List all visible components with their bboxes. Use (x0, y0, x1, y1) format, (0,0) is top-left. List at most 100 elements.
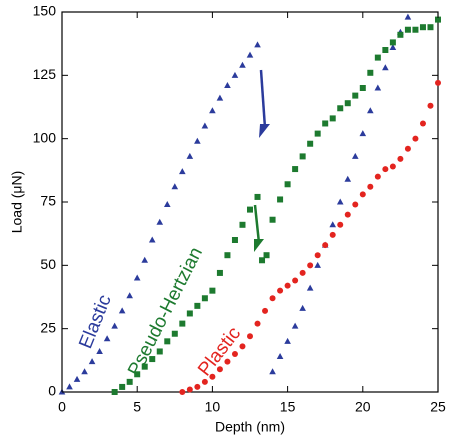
point (209, 373, 216, 380)
point (382, 64, 389, 71)
point (299, 269, 306, 276)
point (276, 353, 284, 360)
point (277, 196, 284, 203)
point (224, 252, 231, 259)
arrow (253, 204, 261, 244)
arrow-head (259, 124, 270, 138)
point (103, 335, 111, 342)
point (247, 333, 253, 340)
point (374, 173, 381, 180)
point (351, 152, 359, 159)
point (389, 163, 396, 170)
point (314, 261, 321, 268)
point (292, 277, 299, 284)
series-label: Elastic (75, 292, 115, 352)
y-tick-label: 50 (40, 256, 56, 272)
y-tick-label: 150 (33, 3, 57, 19)
point (186, 386, 193, 393)
point (322, 120, 329, 127)
point (389, 43, 397, 50)
point (277, 287, 284, 294)
point (133, 274, 141, 281)
point (374, 84, 382, 91)
point (254, 193, 261, 200)
x-axis-label: Depth (nm) (215, 419, 285, 435)
point (239, 221, 246, 228)
point (352, 201, 359, 208)
point (322, 242, 329, 249)
point (141, 363, 148, 370)
point (246, 51, 254, 58)
point (404, 26, 411, 33)
point (307, 262, 314, 269)
point (344, 211, 351, 218)
point (231, 237, 238, 243)
point (427, 24, 434, 31)
x-tick-label: 0 (58, 399, 66, 415)
x-tick-label: 20 (355, 399, 371, 415)
y-tick-label: 75 (40, 193, 56, 209)
point (247, 206, 253, 213)
point (269, 368, 276, 375)
y-tick-label: 0 (48, 383, 56, 399)
point (314, 130, 321, 137)
point (337, 105, 344, 112)
point (209, 287, 216, 294)
point (397, 31, 404, 38)
point (216, 269, 223, 276)
point (359, 191, 366, 198)
point (352, 92, 359, 99)
point (126, 292, 133, 299)
point (96, 347, 103, 354)
point (201, 295, 208, 302)
point (209, 107, 216, 114)
point (299, 153, 306, 160)
point (435, 16, 441, 23)
point (239, 343, 246, 350)
series-label: Pseudo-Hertzian (124, 244, 207, 380)
point (171, 330, 178, 337)
point (179, 168, 186, 175)
point (263, 252, 270, 259)
point (186, 152, 194, 159)
point (307, 140, 314, 147)
point (118, 307, 126, 314)
point (134, 371, 141, 378)
y-tick-label: 25 (40, 319, 56, 335)
point (179, 320, 186, 327)
point (231, 71, 239, 78)
point (299, 304, 306, 311)
point (435, 79, 441, 86)
point (337, 221, 344, 228)
point (329, 115, 336, 122)
point (254, 41, 261, 48)
point (66, 383, 73, 390)
point (111, 389, 118, 395)
point (224, 358, 231, 365)
point (404, 13, 412, 20)
point (201, 378, 208, 385)
point (119, 383, 126, 390)
point (194, 383, 201, 390)
point (291, 322, 299, 329)
point (404, 145, 411, 152)
point (284, 282, 291, 289)
point (216, 366, 223, 373)
point (194, 302, 201, 309)
point (344, 175, 352, 182)
point (126, 378, 133, 385)
point (73, 375, 81, 382)
point (81, 368, 88, 375)
point (382, 47, 389, 53)
point (359, 85, 366, 91)
point (412, 26, 419, 33)
y-axis-label: Load (μN) (9, 171, 25, 234)
point (156, 218, 164, 225)
point (259, 257, 266, 264)
point (367, 107, 374, 114)
x-tick-label: 5 (133, 399, 141, 415)
point (224, 81, 231, 88)
point (359, 130, 367, 137)
point (284, 181, 291, 188)
x-tick-label: 10 (205, 399, 221, 415)
